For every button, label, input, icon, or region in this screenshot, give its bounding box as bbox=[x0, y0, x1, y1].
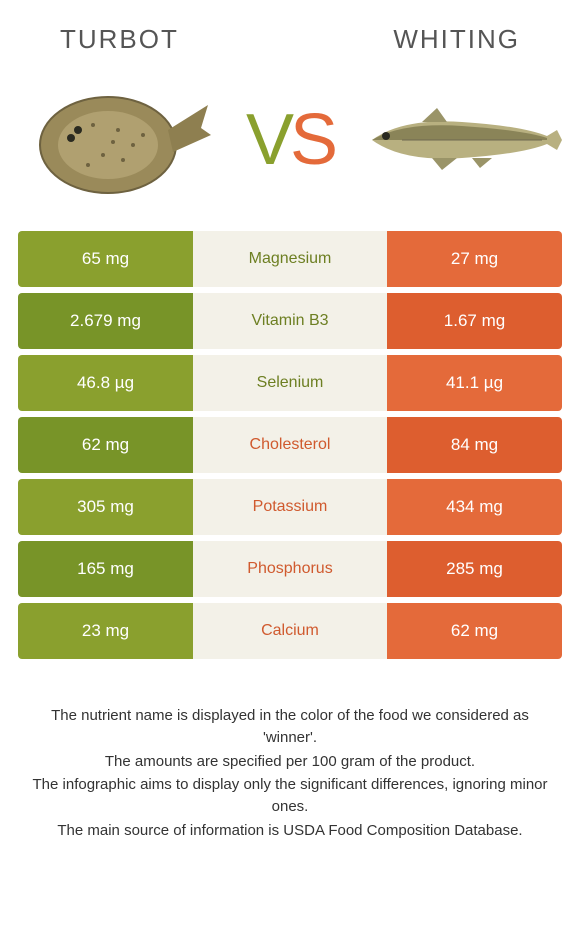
right-title: WHITING bbox=[393, 24, 520, 55]
left-value: 165 mg bbox=[18, 541, 193, 597]
right-value: 84 mg bbox=[387, 417, 562, 473]
right-value: 62 mg bbox=[387, 603, 562, 659]
header: TURBOT WHITING bbox=[0, 0, 580, 65]
nutrient-label: Vitamin B3 bbox=[193, 293, 387, 349]
table-row: 65 mgMagnesium27 mg bbox=[18, 231, 562, 287]
right-value: 1.67 mg bbox=[387, 293, 562, 349]
nutrient-label: Phosphorus bbox=[193, 541, 387, 597]
left-title: TURBOT bbox=[60, 24, 179, 55]
nutrient-label: Potassium bbox=[193, 479, 387, 535]
left-value: 46.8 µg bbox=[18, 355, 193, 411]
right-value: 434 mg bbox=[387, 479, 562, 535]
left-value: 65 mg bbox=[18, 231, 193, 287]
left-value: 23 mg bbox=[18, 603, 193, 659]
vs-s: S bbox=[290, 100, 334, 180]
vs-label: VS bbox=[246, 99, 334, 181]
footer-line: The nutrient name is displayed in the co… bbox=[32, 705, 548, 749]
table-row: 165 mgPhosphorus285 mg bbox=[18, 541, 562, 597]
nutrient-label: Magnesium bbox=[193, 231, 387, 287]
nutrient-label: Cholesterol bbox=[193, 417, 387, 473]
turbot-image bbox=[18, 75, 218, 205]
left-value: 62 mg bbox=[18, 417, 193, 473]
footer-line: The main source of information is USDA F… bbox=[32, 820, 548, 842]
comparison-table: 65 mgMagnesium27 mg 2.679 mgVitamin B31.6… bbox=[0, 231, 580, 659]
table-row: 62 mgCholesterol84 mg bbox=[18, 417, 562, 473]
whiting-image bbox=[362, 75, 562, 205]
right-value: 27 mg bbox=[387, 231, 562, 287]
table-row: 305 mgPotassium434 mg bbox=[18, 479, 562, 535]
table-row: 23 mgCalcium62 mg bbox=[18, 603, 562, 659]
right-value: 41.1 µg bbox=[387, 355, 562, 411]
vs-v: V bbox=[246, 100, 290, 180]
footer-line: The amounts are specified per 100 gram o… bbox=[32, 751, 548, 773]
nutrient-label: Selenium bbox=[193, 355, 387, 411]
nutrient-label: Calcium bbox=[193, 603, 387, 659]
hero-row: VS bbox=[0, 65, 580, 231]
table-row: 2.679 mgVitamin B31.67 mg bbox=[18, 293, 562, 349]
footer-line: The infographic aims to display only the… bbox=[32, 774, 548, 818]
table-row: 46.8 µgSelenium41.1 µg bbox=[18, 355, 562, 411]
right-value: 285 mg bbox=[387, 541, 562, 597]
footer-notes: The nutrient name is displayed in the co… bbox=[0, 665, 580, 842]
left-value: 2.679 mg bbox=[18, 293, 193, 349]
left-value: 305 mg bbox=[18, 479, 193, 535]
